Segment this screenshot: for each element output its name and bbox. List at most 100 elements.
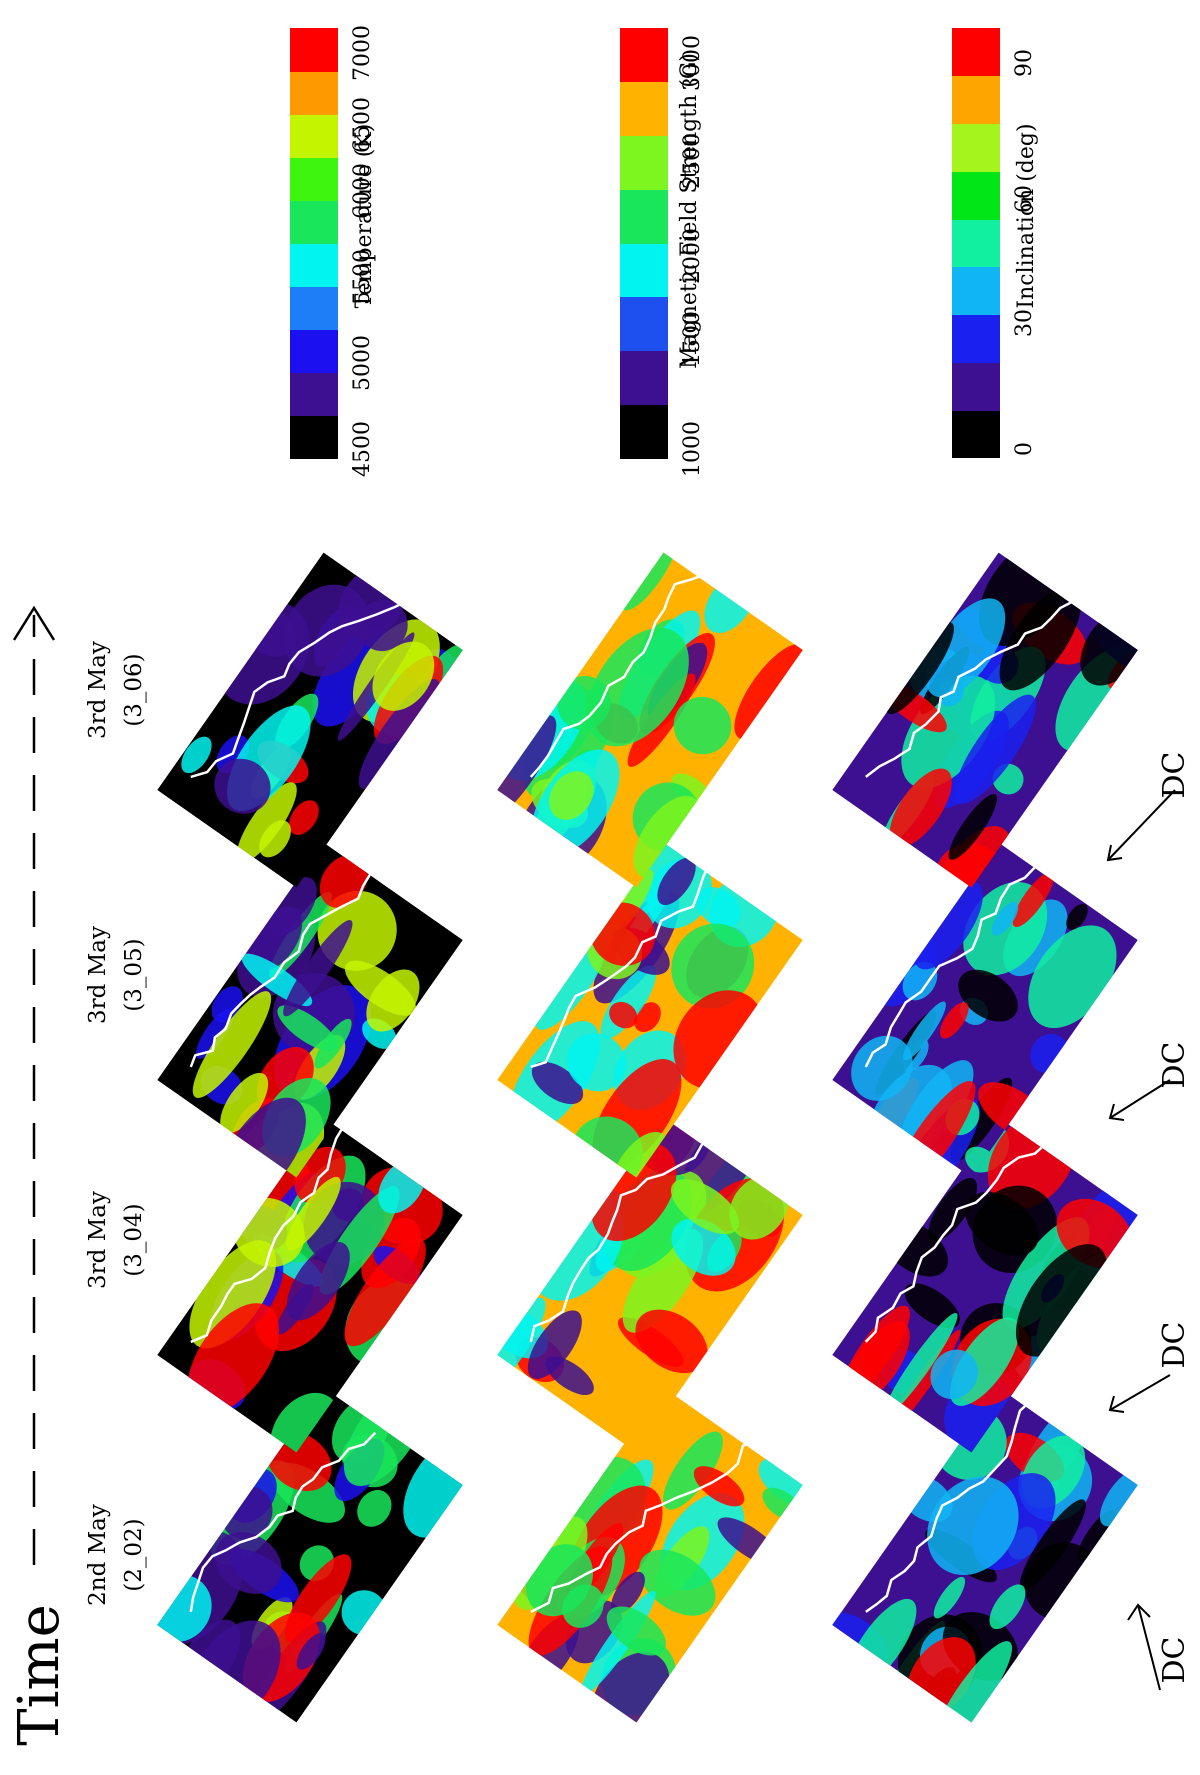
map-blob <box>220 1072 269 1134</box>
map-contour <box>865 599 1077 778</box>
map-blob <box>527 1310 582 1380</box>
colorbar-swatch <box>620 28 668 83</box>
map-blob <box>991 901 1019 936</box>
map-contour <box>864 1140 1049 1343</box>
map-blob <box>913 881 983 970</box>
colorbar-tick: 1000 <box>680 421 705 477</box>
colorbar-inclination-swatches <box>952 28 1000 459</box>
colorbar-swatch <box>290 372 338 416</box>
map-blob <box>283 584 370 677</box>
map-contour <box>190 599 409 779</box>
dc-arrow-4 <box>1107 789 1176 861</box>
map-blob <box>357 600 408 652</box>
map-blob <box>734 643 803 740</box>
map-blob <box>344 1238 426 1347</box>
colorbar-swatch <box>290 28 338 72</box>
map-blob <box>902 1001 946 1061</box>
dc-arrow-2-head <box>1108 1395 1125 1413</box>
map-blob <box>1012 871 1054 928</box>
colorbar-swatch <box>620 296 668 351</box>
map-blob <box>633 795 702 879</box>
colorbar-swatch <box>952 219 1000 268</box>
map-blob <box>358 678 440 790</box>
map-blob <box>296 1633 326 1670</box>
map-blob <box>1019 1499 1086 1591</box>
map-blob <box>1066 903 1088 930</box>
colorbar-swatch <box>290 114 338 158</box>
colorbar-swatch <box>620 135 668 190</box>
colorbar-temperature: 4500 5000 5500 6000 6500 7000 Temperatur… <box>290 25 430 477</box>
colorbar-swatch <box>290 415 338 459</box>
map-blob <box>1015 1244 1108 1357</box>
map-blob <box>657 857 696 906</box>
map-blob <box>366 969 420 1032</box>
map-blob <box>663 1431 723 1510</box>
map-blob <box>372 641 435 711</box>
colorbar-tick: 4500 <box>350 421 375 477</box>
map-contour <box>864 850 1044 1068</box>
dc-arrow-1-head <box>1127 1603 1151 1621</box>
map-blob <box>670 1179 740 1235</box>
map-blob <box>639 1549 716 1616</box>
map-contour <box>530 865 710 1069</box>
map-blob <box>259 820 291 858</box>
map-blob <box>531 1061 584 1105</box>
map-blob <box>211 986 243 1023</box>
map-blob <box>288 800 319 835</box>
colorbar-swatch <box>620 81 668 136</box>
map-blob <box>930 1349 978 1400</box>
colorbar-tick: 5000 <box>350 335 375 391</box>
map-contour <box>529 1141 705 1343</box>
colorbar-swatch <box>290 243 338 287</box>
map-panel <box>497 842 803 1178</box>
colorbar-swatch <box>952 266 1000 316</box>
colorbar-field-strength: 1000 1500 2000 2500 3000 Magnetic Field … <box>620 28 760 477</box>
map-contour <box>189 1431 377 1613</box>
map-blob <box>885 621 954 715</box>
map-blob <box>901 675 996 789</box>
map-blob <box>314 618 353 667</box>
map-blob <box>286 1241 350 1321</box>
map-blob <box>236 782 297 863</box>
map-blob <box>989 1584 1026 1630</box>
map-panel <box>497 552 803 888</box>
colorbar-swatch <box>952 28 1000 77</box>
colorbar-tick: 0 <box>1012 442 1037 456</box>
map-blob <box>609 1001 638 1029</box>
map-blob <box>181 736 212 774</box>
colorbar-swatch <box>290 286 338 330</box>
dc-arrow-3-head <box>1108 1103 1125 1121</box>
map-blob <box>403 1432 463 1538</box>
dc-arrow-1 <box>1137 1604 1161 1691</box>
map-blob <box>277 1005 338 1052</box>
map-blob <box>671 923 755 1009</box>
map-blob <box>948 794 998 860</box>
map-panel <box>157 1117 463 1453</box>
map-contour <box>190 1126 344 1344</box>
colorbar-swatch <box>952 75 1000 125</box>
colorbar-temperature-swatches <box>290 28 338 459</box>
colorbar-swatch <box>290 329 338 373</box>
time-arrow-head <box>12 605 56 641</box>
map-blob <box>610 1131 669 1178</box>
colorbar-tick: 7000 <box>350 25 375 81</box>
map-blob <box>587 627 689 747</box>
dc-arrow-4-head <box>1106 844 1123 862</box>
map-blob <box>931 826 1012 888</box>
colorbar-swatch <box>620 350 668 405</box>
map-panel <box>832 552 1138 888</box>
dc-arrow-3 <box>1109 1079 1171 1119</box>
map-panel <box>497 1387 803 1723</box>
map-blob <box>999 586 1082 691</box>
map-blob <box>954 694 1037 805</box>
map-blob <box>1099 1468 1138 1527</box>
map-blob <box>635 1309 708 1374</box>
map-blob <box>902 961 938 1001</box>
map-blob <box>958 969 1018 1022</box>
map-contour <box>865 1399 1032 1613</box>
map-blob <box>883 1312 958 1417</box>
map-contour <box>530 1438 761 1614</box>
